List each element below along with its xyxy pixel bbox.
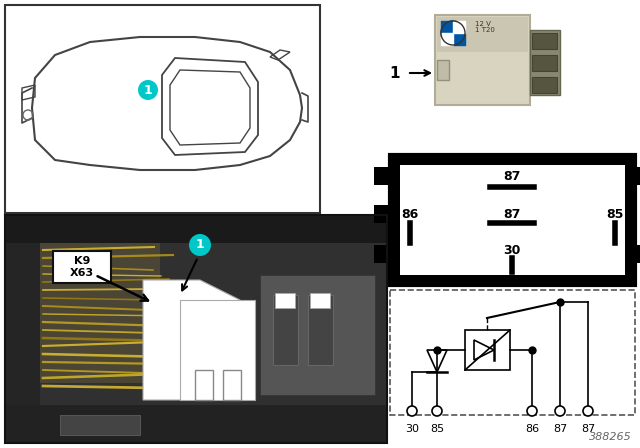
Bar [260, 275, 375, 395]
Bar [390, 290, 635, 415]
Bar [5, 215, 387, 443]
Circle shape [138, 80, 158, 100]
Bar [532, 77, 557, 93]
Bar [5, 215, 387, 243]
Text: 85: 85 [606, 208, 624, 221]
Polygon shape [143, 280, 240, 400]
Text: 87: 87 [581, 424, 595, 434]
Bar [435, 15, 530, 105]
Bar [195, 370, 213, 400]
Bar [374, 167, 390, 185]
Bar [437, 17, 528, 52]
Bar [374, 245, 390, 263]
Text: 1: 1 [390, 65, 400, 81]
Text: 30: 30 [503, 244, 521, 257]
Bar [374, 205, 390, 223]
Bar [635, 245, 640, 263]
Bar [5, 243, 40, 443]
Circle shape [407, 406, 417, 416]
Bar [40, 243, 160, 383]
Text: K9
X63: K9 X63 [70, 256, 94, 278]
Text: 86: 86 [525, 424, 539, 434]
Text: 87: 87 [553, 424, 567, 434]
Bar [635, 167, 640, 185]
Text: 87: 87 [503, 171, 521, 184]
Bar [5, 5, 320, 213]
Bar [5, 405, 387, 443]
Bar [273, 295, 298, 365]
Polygon shape [32, 37, 302, 170]
Text: 1: 1 [143, 83, 152, 96]
Circle shape [441, 21, 465, 45]
Text: 86: 86 [401, 208, 419, 221]
Bar [400, 165, 625, 275]
Bar [60, 415, 140, 435]
Circle shape [432, 406, 442, 416]
Text: 85: 85 [430, 424, 444, 434]
Text: 87: 87 [503, 208, 521, 221]
Bar [532, 33, 557, 49]
Text: 12 V
1 T20: 12 V 1 T20 [475, 21, 495, 34]
Text: 30: 30 [405, 424, 419, 434]
Text: 388265: 388265 [589, 432, 632, 442]
Text: 1: 1 [196, 238, 204, 251]
Bar [465, 330, 510, 370]
Bar [390, 155, 635, 285]
Bar [223, 370, 241, 400]
Bar [180, 300, 255, 400]
Bar [530, 30, 560, 95]
Bar [310, 293, 330, 308]
Bar [5, 215, 387, 443]
Bar [308, 295, 333, 365]
Bar [532, 55, 557, 71]
Circle shape [527, 406, 537, 416]
Circle shape [583, 406, 593, 416]
Bar [53, 251, 111, 283]
Circle shape [189, 234, 211, 256]
Bar [275, 293, 295, 308]
Bar [437, 60, 449, 80]
Circle shape [555, 406, 565, 416]
